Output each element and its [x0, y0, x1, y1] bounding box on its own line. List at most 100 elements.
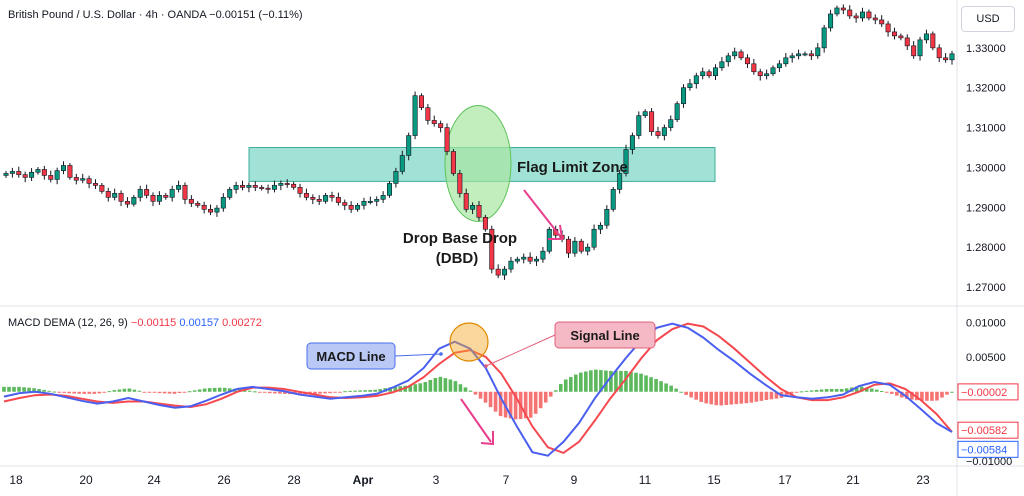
candle-up	[661, 127, 667, 136]
currency-button[interactable]: USD	[961, 6, 1015, 32]
hist-bar-up	[348, 390, 352, 392]
hist-bar-down	[699, 391, 704, 402]
hist-bar-down	[935, 391, 939, 401]
price-tick-label: 1.27000	[966, 282, 1006, 294]
candle-up	[732, 51, 738, 57]
hist-bar-up	[664, 383, 668, 392]
candle-up	[502, 268, 508, 276]
price-tick-label: 1.33000	[966, 43, 1006, 55]
candle-up	[623, 149, 629, 174]
candle-up	[156, 195, 162, 202]
candle-down	[578, 240, 584, 252]
candle-down	[943, 57, 949, 61]
price-tick-label: 1.28000	[966, 242, 1006, 254]
candle-down	[316, 199, 322, 202]
macd-tick-label: −0.01000	[966, 456, 1012, 468]
hist-bar-up	[428, 380, 433, 392]
candle-up	[137, 189, 143, 198]
hist-bar-up	[413, 384, 418, 392]
macd-tick-label: 0.01000	[966, 317, 1006, 329]
candle-up	[796, 53, 802, 57]
hist-bar-up	[859, 386, 864, 392]
candle-up	[393, 171, 399, 184]
hist-bar-up	[629, 371, 633, 392]
hist-bar-up	[558, 384, 563, 392]
candle-up	[821, 27, 827, 49]
candle-down	[105, 191, 111, 198]
candle-down	[342, 202, 348, 206]
time-axis-label: 15	[707, 473, 721, 487]
macd-line-label: MACD Line	[316, 349, 385, 364]
hist-bar-up	[132, 389, 137, 392]
hist-bar-down	[493, 391, 498, 412]
candle-up	[508, 260, 514, 270]
hist-bar-down	[92, 391, 97, 394]
candle-down	[48, 175, 54, 180]
hist-bar-up	[634, 372, 638, 392]
candle-up	[815, 47, 821, 57]
candle-up	[233, 185, 239, 190]
candle-up	[860, 11, 866, 19]
time-axis-label: 23	[916, 473, 930, 487]
hist-bar-up	[644, 375, 648, 392]
hist-bar-up	[47, 390, 51, 392]
hist-bar-up	[17, 386, 21, 392]
hist-bar-up	[574, 374, 578, 392]
candle-up	[636, 115, 642, 136]
hist-bar-down	[538, 391, 543, 409]
candle-down	[208, 209, 214, 213]
hist-bar-up	[393, 386, 398, 392]
hist-bar-down	[890, 391, 894, 394]
hist-bar-up	[242, 389, 247, 392]
hist-bar-down	[273, 391, 277, 394]
hist-bar-up	[418, 383, 423, 392]
candle-down	[425, 107, 431, 121]
hist-bar-down	[177, 391, 182, 394]
candle-down	[872, 17, 878, 21]
hist-bar-down	[62, 391, 66, 393]
hist-bar-up	[448, 379, 453, 392]
candle-down	[201, 205, 207, 210]
hist-bar-down	[338, 391, 342, 393]
hist-bar-down	[152, 391, 157, 393]
candle-up	[61, 165, 67, 171]
hist-bar-down	[709, 391, 714, 405]
hist-bar-up	[107, 391, 112, 393]
macd-line-value: 0.00157	[179, 317, 220, 329]
candle-down	[291, 183, 297, 188]
candle-down	[866, 11, 872, 19]
hist-bar-down	[905, 391, 909, 399]
hist-bar-down	[749, 391, 754, 403]
candle-down	[904, 37, 910, 47]
signal-line-label: Signal Line	[570, 328, 639, 343]
hist-bar-down	[313, 391, 317, 394]
hist-bar-up	[869, 388, 874, 392]
hist-bar-up	[378, 389, 382, 392]
dbd-label-line-1: Drop Base Drop	[403, 230, 517, 247]
hist-bar-up	[819, 389, 824, 392]
hist-bar-down	[268, 391, 272, 394]
macd-value-badge	[957, 383, 1019, 401]
hist-bar-down	[283, 391, 287, 394]
hist-bar-down	[684, 391, 688, 395]
hist-bar-up	[599, 370, 603, 392]
hist-bar-up	[247, 390, 252, 392]
hist-bar-up	[609, 370, 613, 392]
candle-up	[406, 135, 412, 156]
candle-down	[649, 111, 655, 132]
hist-bar-up	[659, 381, 663, 392]
candle-up	[700, 71, 706, 77]
macd-value-badge	[957, 440, 1019, 458]
candle-up	[521, 256, 527, 260]
hist-bar-down	[72, 391, 77, 394]
time-axis-label: 28	[287, 473, 301, 487]
hist-bar-down	[940, 391, 944, 398]
candle-down	[22, 174, 28, 178]
candle-down	[930, 33, 936, 49]
hist-bar-down	[719, 391, 724, 406]
candle-down	[744, 57, 750, 65]
hist-bar-up	[829, 388, 834, 392]
candle-up	[323, 195, 329, 202]
candle-up	[770, 67, 776, 75]
